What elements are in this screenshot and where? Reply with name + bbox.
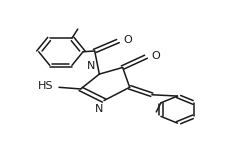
Text: O: O xyxy=(152,51,160,61)
Text: O: O xyxy=(123,35,132,45)
Text: N: N xyxy=(94,104,103,114)
Text: N: N xyxy=(87,61,95,71)
Text: HS: HS xyxy=(38,81,54,92)
